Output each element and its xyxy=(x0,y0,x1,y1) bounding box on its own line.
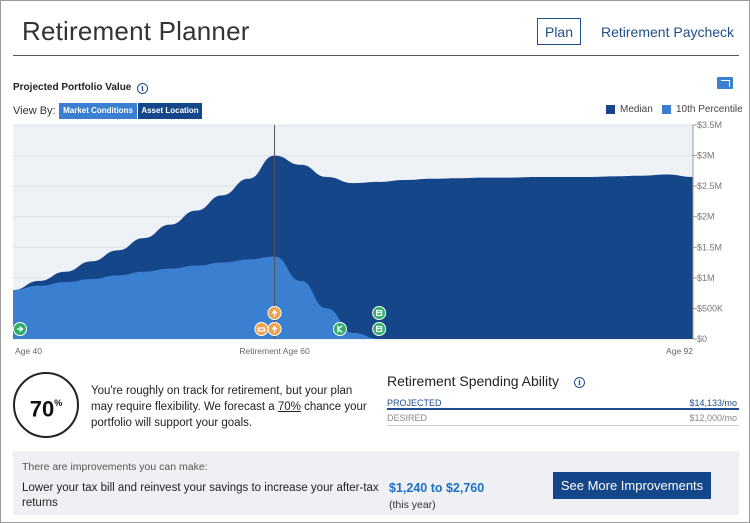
marker-glyph xyxy=(271,325,278,333)
legend-median-swatch xyxy=(606,105,615,114)
x-axis-label: Age 92 xyxy=(666,346,693,356)
social-security-icon[interactable] xyxy=(332,322,347,336)
improvements-heading: There are improvements you can make: xyxy=(22,461,208,473)
y-tick-label: $500K xyxy=(697,303,723,313)
marker-glyph xyxy=(376,309,383,317)
y-tick-label: $2.5M xyxy=(697,181,722,191)
score-value: 70 xyxy=(29,396,55,422)
calendar-icon[interactable] xyxy=(372,322,387,336)
tenth-percentile-area xyxy=(13,256,693,339)
y-tick-label: $2M xyxy=(697,212,715,222)
view-by-label: View By: xyxy=(13,105,56,117)
summary-text-before: You're roughly on track for retirement, … xyxy=(91,385,353,413)
page-title: Retirement Planner xyxy=(22,16,250,46)
marker-circle xyxy=(332,322,347,336)
score-unit: % xyxy=(54,398,63,408)
arrow-right-icon[interactable] xyxy=(13,322,27,336)
marker-glyph xyxy=(16,326,24,332)
plan-summary-text: You're roughly on track for retirement, … xyxy=(91,383,376,431)
header-divider xyxy=(13,55,739,56)
info-icon[interactable]: i xyxy=(137,83,148,94)
spending-info-icon[interactable]: i xyxy=(574,377,585,388)
legend-tenth-swatch xyxy=(662,105,671,114)
marker-glyph xyxy=(271,309,278,317)
see-more-improvements-button[interactable]: See More Improvements xyxy=(553,472,711,499)
y-tick-label: $1.5M xyxy=(697,242,722,252)
improvements-panel: There are improvements you can make: Low… xyxy=(13,451,739,515)
arrow-up-icon[interactable] xyxy=(267,306,282,320)
improvement-period: (this year) xyxy=(389,499,436,511)
y-tick-label: $3.5M xyxy=(697,121,722,130)
tab-retirement-paycheck[interactable]: Retirement Paycheck xyxy=(601,24,735,40)
y-tick-label: $3M xyxy=(697,151,715,161)
y-tick-label: $0 xyxy=(697,334,707,344)
portfolio-chart: $3.5M $3M $2.5M $2M $1.5M $1M $500K $0 Age 40 Re… xyxy=(13,121,723,356)
x-axis-label: Retirement Age 60 xyxy=(239,346,310,356)
arrow-up-icon[interactable] xyxy=(267,322,282,336)
x-axis-label: Age 40 xyxy=(15,346,42,356)
chart-title: Projected Portfolio Value xyxy=(13,82,132,93)
marker-circle xyxy=(254,322,269,336)
tab-plan[interactable]: Plan xyxy=(537,18,581,45)
marker-glyph xyxy=(337,325,343,333)
paycheck-icon[interactable] xyxy=(254,322,269,336)
improvement-range: $1,240 to $2,760 xyxy=(389,481,485,495)
summary-pct-link[interactable]: 70% xyxy=(277,401,301,413)
projected-value: $14,133/mo xyxy=(689,398,737,408)
projected-label: PROJECTED xyxy=(387,398,442,408)
y-tick-label: $1M xyxy=(697,273,715,283)
desired-label: DESIRED xyxy=(387,413,428,423)
expand-icon[interactable] xyxy=(717,77,733,89)
marker-glyph xyxy=(257,327,266,332)
desired-bar xyxy=(387,425,739,426)
view-asset-location-button[interactable]: Asset Location xyxy=(138,103,202,119)
view-market-conditions-button[interactable]: Market Conditions xyxy=(59,103,137,119)
legend-tenth-label: 10th Percentile xyxy=(676,104,743,115)
calendar-icon[interactable] xyxy=(372,306,387,320)
marker-glyph xyxy=(376,325,383,333)
spending-ability-title: Retirement Spending Ability xyxy=(387,373,559,389)
improvement-description: Lower your tax bill and reinvest your sa… xyxy=(22,482,379,509)
desired-value: $12,000/mo xyxy=(689,413,737,423)
success-score-circle: 70% xyxy=(13,372,79,438)
summary-text-after: chance your portfolio will support your … xyxy=(91,401,367,429)
projected-bar xyxy=(387,408,739,410)
legend-median-label: Median xyxy=(620,104,653,115)
